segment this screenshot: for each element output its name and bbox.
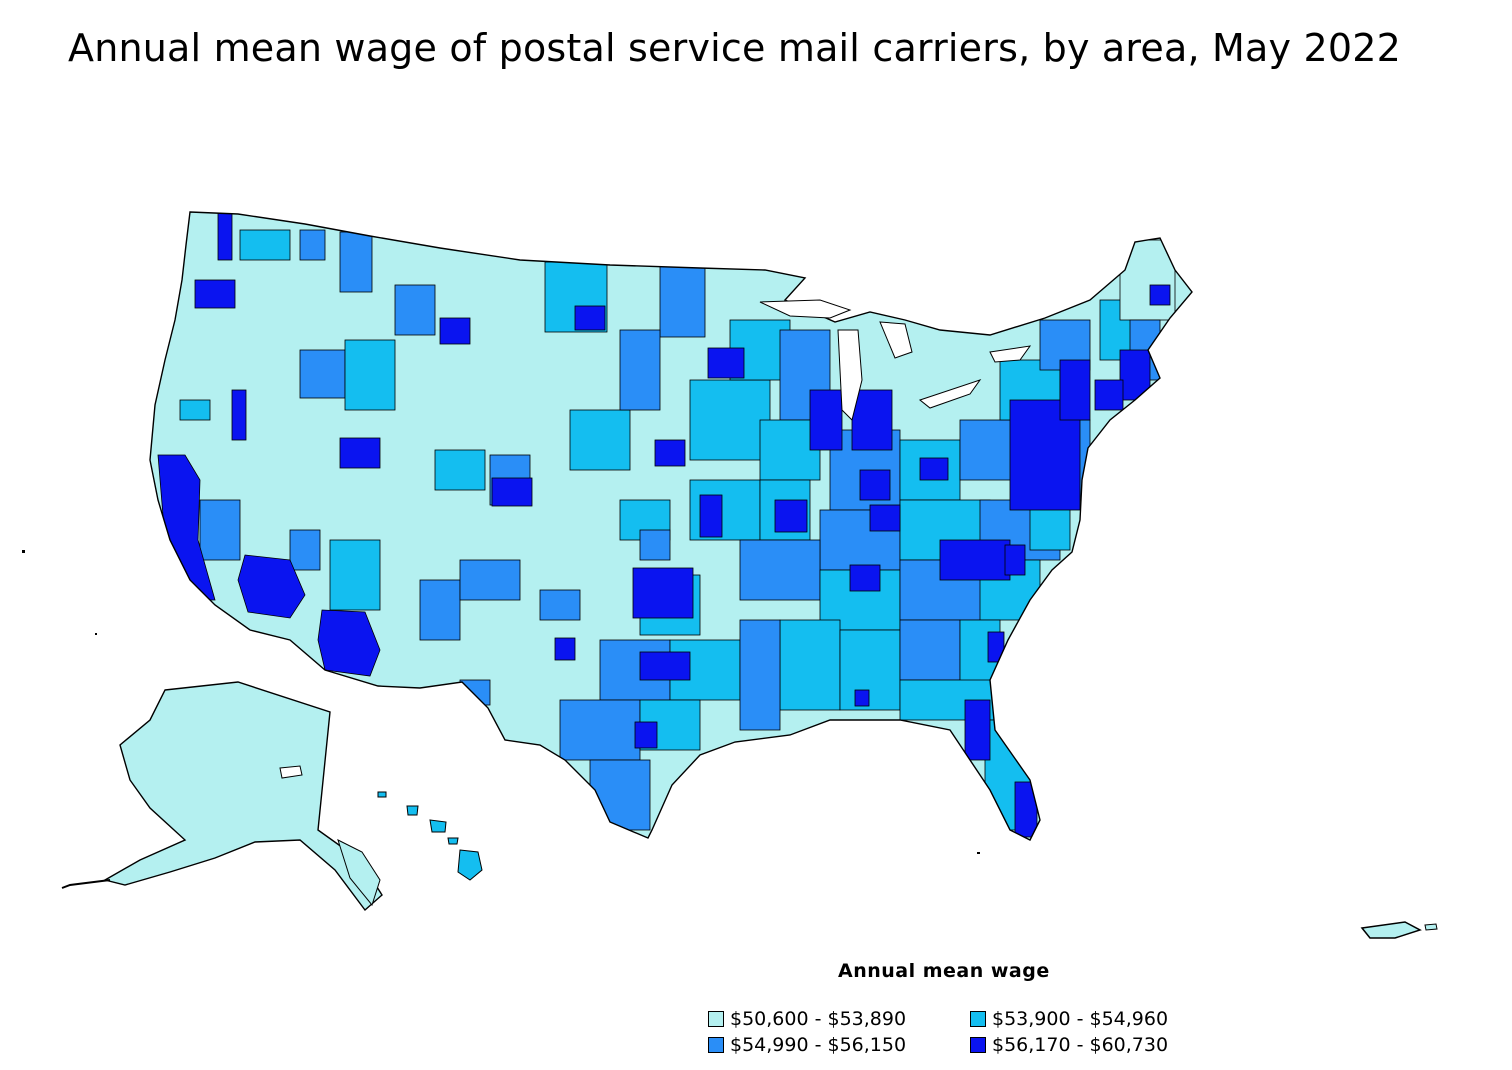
alaska	[61, 681, 383, 912]
map-title: Annual mean wage of postal service mail …	[68, 26, 1401, 70]
legend-swatch-2	[970, 1011, 986, 1027]
legend-label-3: $54,990 - $56,150	[730, 1034, 907, 1056]
legend-item-4: $56,170 - $60,730	[970, 1034, 1168, 1056]
puerto-rico	[1360, 921, 1438, 939]
legend-label-4: $56,170 - $60,730	[992, 1034, 1169, 1056]
legend-item-3: $54,990 - $56,150	[708, 1034, 906, 1056]
legend-title: Annual mean wage	[838, 960, 1050, 982]
legend-label-1: $50,600 - $53,890	[730, 1008, 907, 1030]
hawaii	[377, 791, 483, 881]
legend-swatch-3	[708, 1037, 724, 1053]
legend-item-1: $50,600 - $53,890	[708, 1008, 906, 1030]
legend-swatch-1	[708, 1011, 724, 1027]
legend-item-2: $53,900 - $54,960	[970, 1008, 1168, 1030]
legend-swatch-4	[970, 1037, 986, 1053]
island-dots	[22, 550, 980, 854]
legend-label-2: $53,900 - $54,960	[992, 1008, 1169, 1030]
